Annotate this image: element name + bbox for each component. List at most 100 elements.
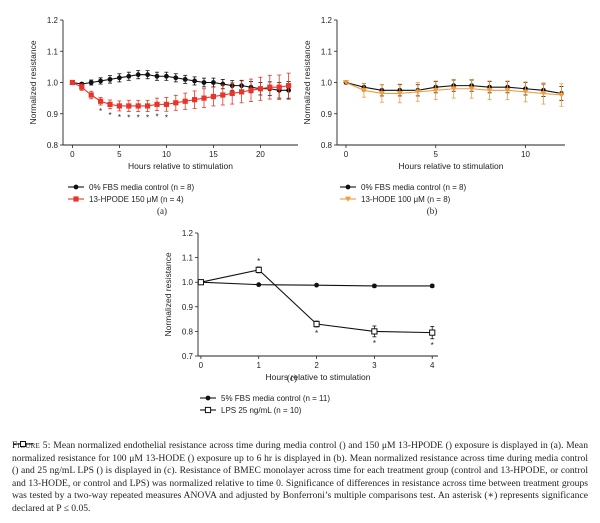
data-point <box>201 95 207 101</box>
significance-asterisk: * <box>431 341 434 350</box>
significance-asterisk: * <box>127 114 130 123</box>
significance-asterisk: * <box>108 111 111 120</box>
data-point <box>197 279 204 286</box>
panel-label: (a) <box>157 206 167 216</box>
data-point <box>173 100 179 106</box>
legend-label: 13-HPODE 150 μM (n = 4) <box>89 195 184 204</box>
significance-asterisk: * <box>155 113 158 122</box>
data-point <box>429 283 435 289</box>
data-point <box>98 98 104 104</box>
data-point <box>313 320 320 328</box>
panel-b: 0.8 0.9 1.0 1.1 1.2 0 5 10 Hours relative to sti… <box>302 16 565 216</box>
significance-asterisk: * <box>137 114 140 123</box>
data-point <box>558 92 565 98</box>
data-point <box>126 73 132 79</box>
data-point <box>314 282 319 288</box>
data-point <box>192 78 198 84</box>
x-tick-label: 0 <box>344 150 349 159</box>
y-tick-label: 1.2 <box>182 229 194 238</box>
x-tick-label: 15 <box>209 150 218 159</box>
data-point <box>135 72 141 78</box>
legend-marker <box>345 196 351 202</box>
caption-text-1: Mean normalized endothelial resistance a… <box>53 440 343 451</box>
data-point <box>220 92 226 98</box>
data-point <box>267 84 273 90</box>
data-point <box>135 103 141 109</box>
y-tick-label: 0.8 <box>47 141 59 150</box>
data-point <box>164 73 169 79</box>
data-point <box>211 80 216 85</box>
y-tick-label: 1.0 <box>321 79 333 88</box>
x-tick-label: 0 <box>70 150 75 159</box>
legend-marker <box>345 184 351 190</box>
series-line <box>72 74 289 91</box>
significance-asterisk: * <box>373 339 376 348</box>
y-tick-label: 1.1 <box>321 47 333 56</box>
x-axis-label: Hours relative to stimulation <box>128 161 233 171</box>
x-tick-label: 2 <box>314 361 319 370</box>
y-tick-label: 0.8 <box>182 327 194 336</box>
data-point <box>173 75 179 81</box>
legend-marker <box>205 395 211 401</box>
data-point <box>371 328 378 335</box>
legend-label: 0% FBS media control (n = 8) <box>89 183 194 192</box>
data-point <box>396 91 403 97</box>
y-tick-label: 1.1 <box>182 254 194 263</box>
data-point <box>182 76 188 82</box>
data-point <box>486 87 493 94</box>
data-point <box>239 89 245 95</box>
data-point <box>504 87 511 94</box>
data-point <box>145 72 151 78</box>
legend-label: LPS 25 ng/mL (n = 10) <box>221 406 302 415</box>
data-point <box>107 101 113 107</box>
y-axis-label: Normalized resistance <box>163 252 173 336</box>
x-tick-label: 4 <box>430 361 435 370</box>
data-point <box>248 87 254 93</box>
data-point <box>360 87 367 94</box>
legend-marker <box>73 196 79 202</box>
caption-text-5: ) and 25 ng/mL LPS ( <box>15 465 100 477</box>
y-axis-label: Normalized resistance <box>28 40 38 124</box>
y-tick-label: 1.0 <box>182 278 194 287</box>
y-tick-label: 0.9 <box>182 303 194 312</box>
figure-caption: Figure 5: Mean normalized endothelial re… <box>12 440 588 516</box>
x-tick-label: 5 <box>434 150 439 159</box>
x-axis-label: Hours relative to stimulation <box>266 372 371 382</box>
data-point <box>210 93 216 100</box>
legend-label: 13-HODE 100 μM (n = 8) <box>361 195 451 204</box>
caption-figure-label: Figure 5: <box>12 440 51 451</box>
y-tick-label: 0.7 <box>182 352 194 361</box>
data-point <box>522 89 529 95</box>
data-point <box>107 76 113 82</box>
significance-asterisk: * <box>118 113 121 122</box>
data-point <box>371 283 377 289</box>
panel-c: 0.7 0.8 0.9 1.0 1.1 1.2 0 1 2 3 4 Hours relative to… <box>163 229 438 415</box>
data-point <box>286 83 292 89</box>
data-point <box>88 80 94 85</box>
x-axis-label: Hours relative to stimulation <box>399 161 504 171</box>
data-point <box>154 73 160 79</box>
y-tick-label: 1.0 <box>47 79 59 88</box>
x-tick-label: 1 <box>256 361 261 370</box>
caption-text-2: ) and 150 μM 13-HPODE ( <box>342 440 449 451</box>
panel-label: (b) <box>427 206 438 216</box>
x-tick-label: 10 <box>162 150 171 159</box>
data-point <box>116 103 122 109</box>
y-tick-label: 1.1 <box>47 47 59 56</box>
series-line <box>72 82 289 107</box>
x-tick-label: 10 <box>521 150 530 159</box>
legend-marker <box>204 406 212 414</box>
significance-asterisk: * <box>99 107 102 116</box>
data-point <box>432 87 439 94</box>
data-point <box>229 90 235 97</box>
panel-a: 0.8 0.9 1.0 1.1 1.2 0 5 10 15 20 Hours relative to… <box>28 16 298 216</box>
data-point <box>88 92 94 98</box>
data-point <box>154 101 160 107</box>
data-point <box>276 84 282 90</box>
data-point <box>201 80 207 85</box>
caption-text-6: ) is displayed in (c). Resistance of BME… <box>12 465 588 514</box>
caption-text-4: ) exposure up to 6 hr is displayed in (b… <box>12 452 588 477</box>
data-point <box>126 103 132 109</box>
data-point <box>378 91 385 97</box>
